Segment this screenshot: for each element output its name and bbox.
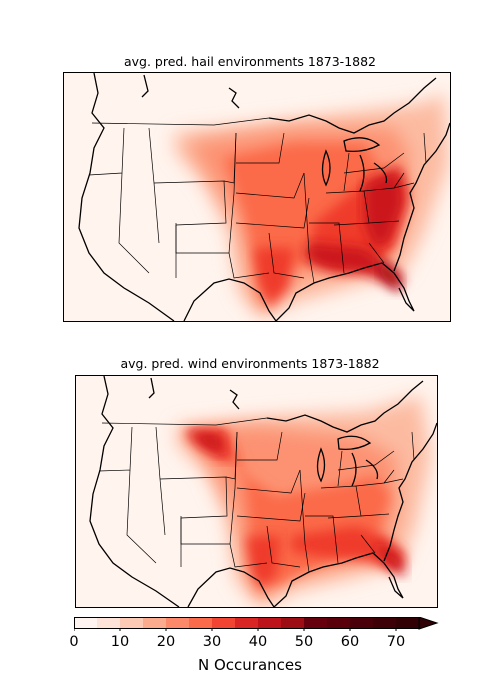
- hail-map: [63, 72, 451, 322]
- colorbar-tick-label: 10: [110, 634, 130, 650]
- colorbar-swatch: [304, 617, 328, 629]
- colorbar-swatch: [235, 617, 259, 629]
- colorbar-extend-arrow: [418, 617, 439, 630]
- colorbar-tick-label: 30: [202, 634, 222, 650]
- hail-coastline: [78, 73, 450, 321]
- hail-state-lines: [88, 117, 427, 284]
- colorbar-swatches: [74, 617, 439, 631]
- colorbar-swatch: [212, 617, 236, 629]
- colorbar-swatch: [74, 617, 98, 629]
- colorbar-swatch: [120, 617, 144, 629]
- colorbar-swatch: [350, 617, 374, 629]
- colorbar-swatch: [97, 617, 121, 629]
- colorbar-swatch: [396, 617, 420, 629]
- colorbar-swatch: [327, 617, 351, 629]
- wind-map-svg: [89, 376, 437, 607]
- hail-map-title: avg. pred. hail environments 1873-1882: [123, 54, 377, 69]
- colorbar-swatch: [143, 617, 167, 629]
- colorbar-tick-label: 70: [386, 634, 406, 650]
- colorbar-tick-label: 50: [294, 634, 314, 650]
- colorbar-tick-label: 0: [69, 634, 79, 650]
- colorbar: [74, 617, 439, 631]
- colorbar-outline: [74, 617, 420, 629]
- wind-state-lines: [98, 417, 415, 573]
- colorbar-label: N Occurances: [198, 656, 302, 674]
- colorbar-swatch: [373, 617, 397, 629]
- wind-coastline: [89, 376, 437, 607]
- wind-map-title: avg. pred. wind environments 1873-1882: [120, 356, 380, 371]
- colorbar-swatch: [281, 617, 305, 629]
- colorbar-tick-label: 40: [248, 634, 268, 650]
- colorbar-swatch: [189, 617, 213, 629]
- hail-heat-field: [174, 93, 449, 318]
- colorbar-swatch: [166, 617, 190, 629]
- colorbar-tick-label: 60: [340, 634, 360, 650]
- colorbar-swatch: [258, 617, 282, 629]
- hail-map-svg: [78, 73, 450, 321]
- wind-map: [75, 375, 438, 608]
- colorbar-tick-label: 20: [156, 634, 176, 650]
